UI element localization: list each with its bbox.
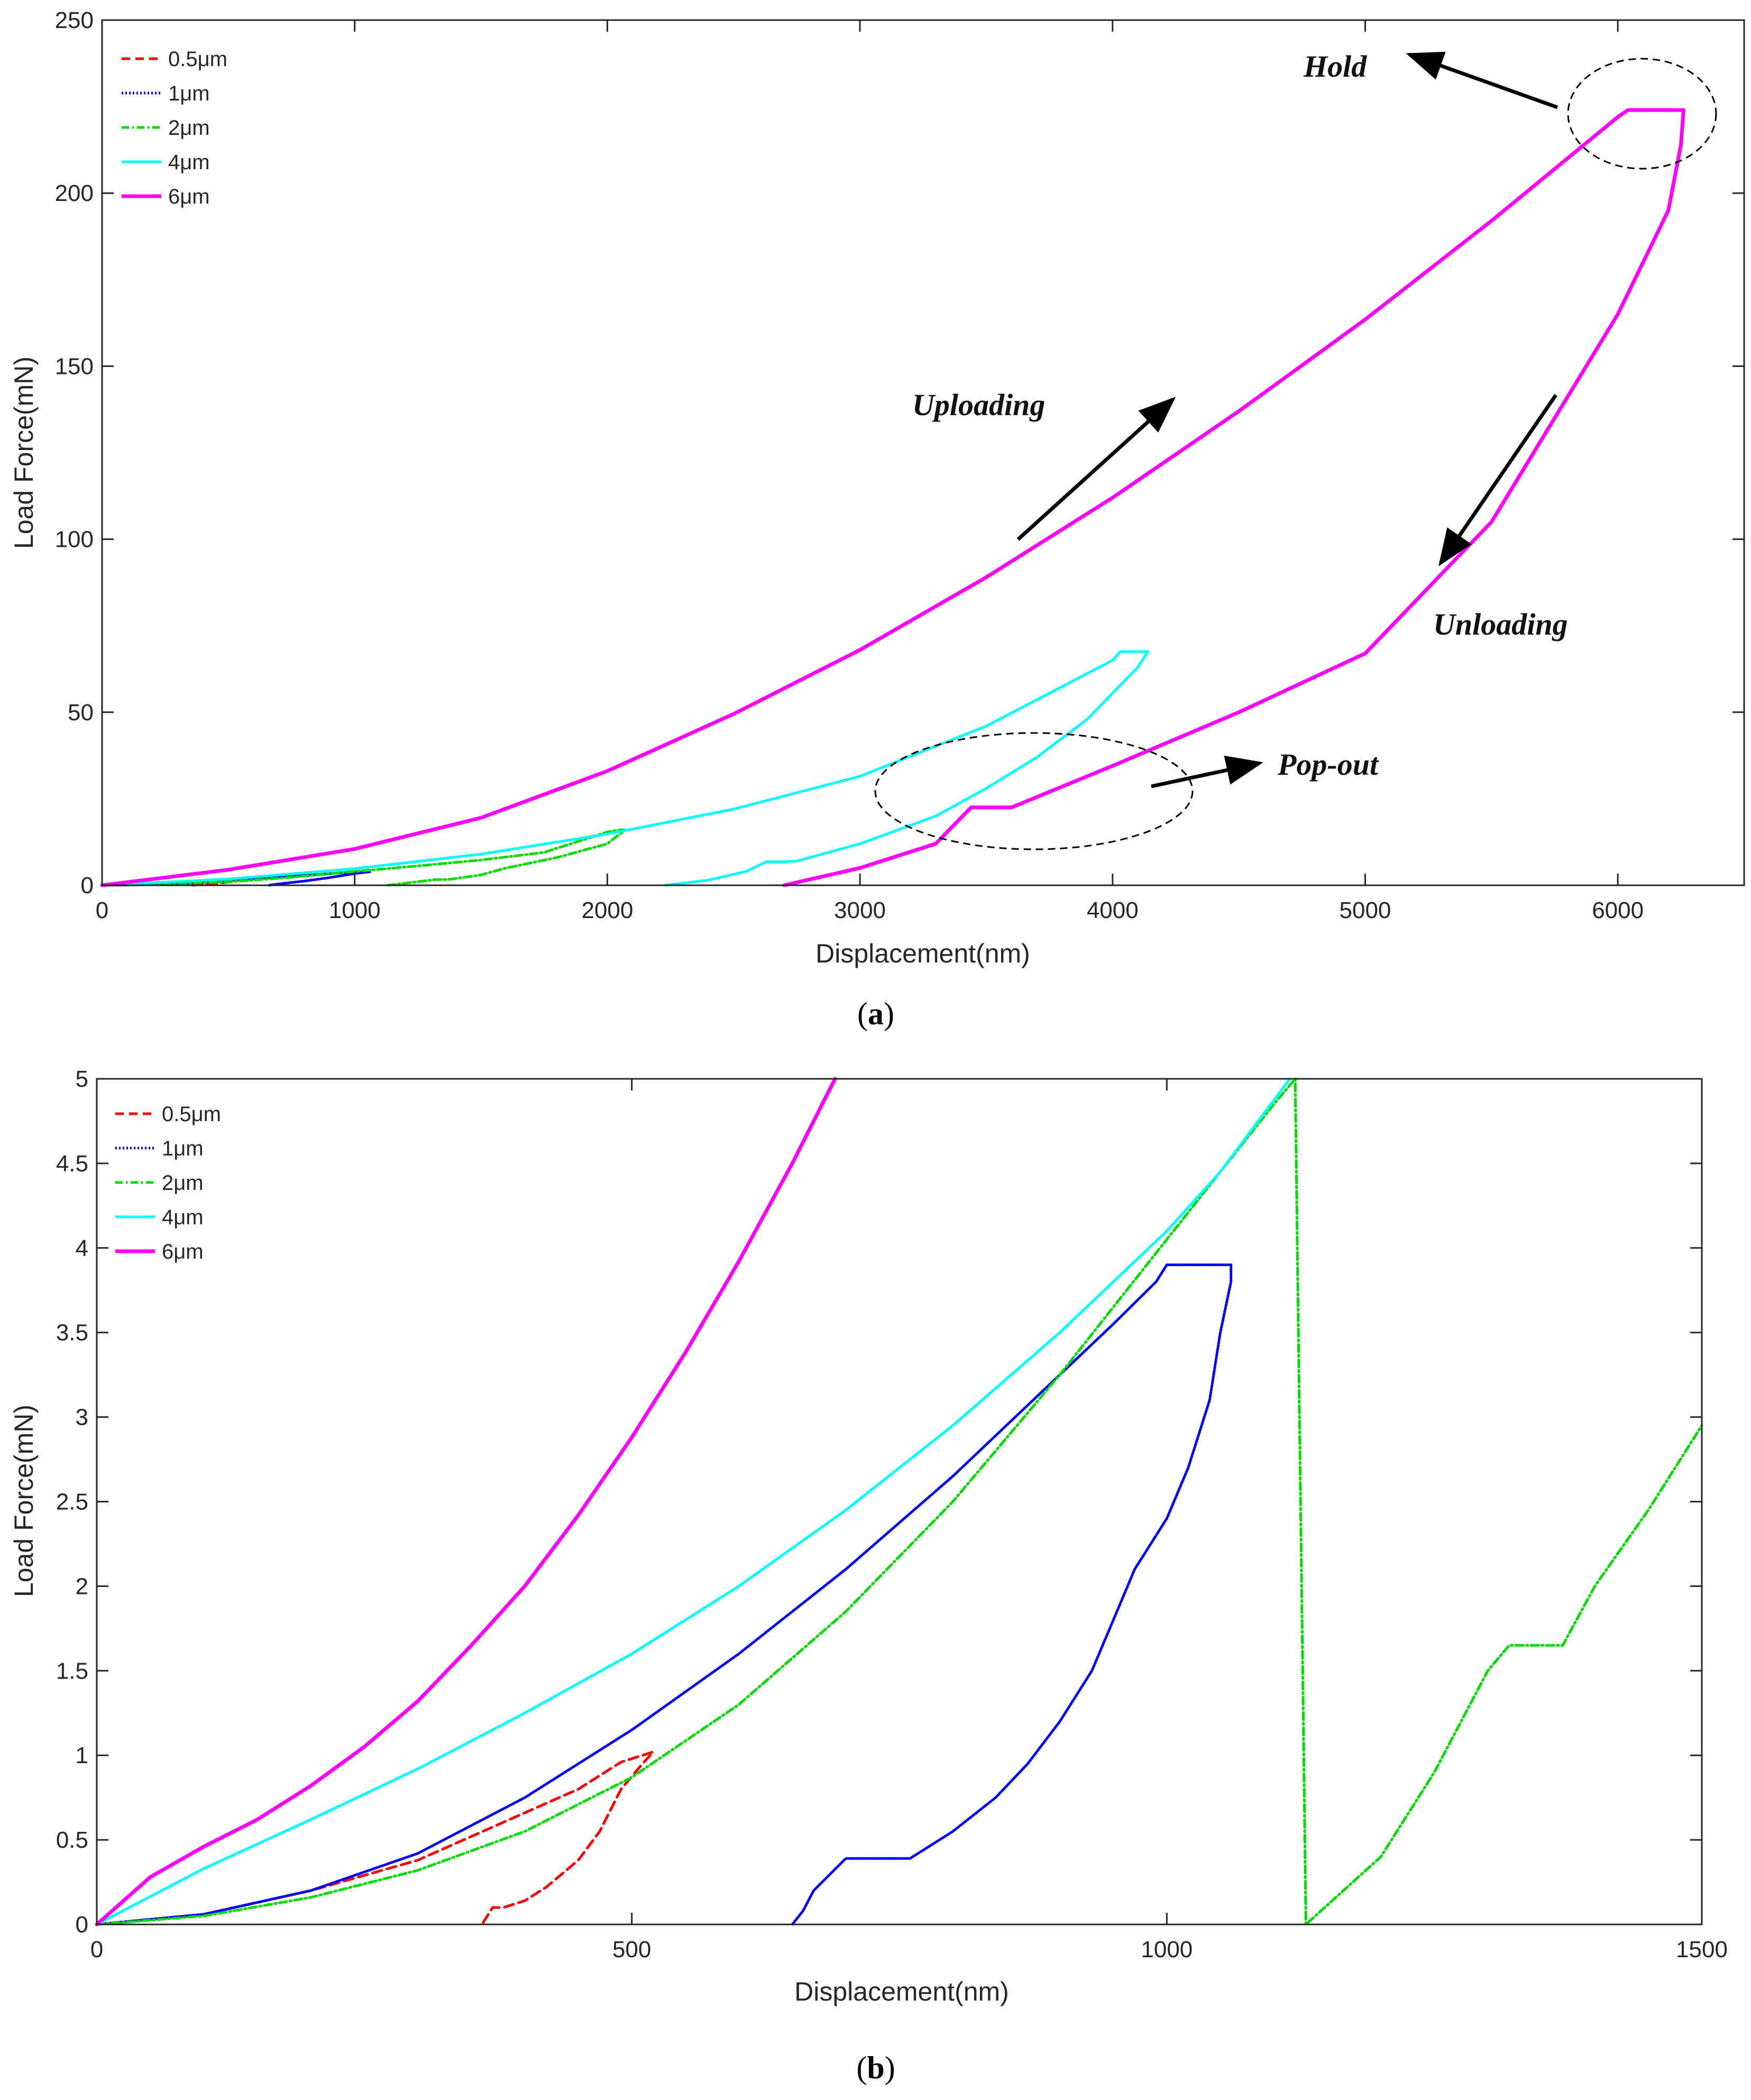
panel-b-caption-letter: b (867, 2050, 884, 2085)
panel-a-caption: (a) (857, 996, 894, 1031)
uploading-arrow (1016, 397, 1176, 541)
panel-b-ytick-label-3: 1.5 (56, 1658, 88, 1684)
panel-b-series-2-line (95, 1077, 1703, 1926)
panel-b-plot-frame (96, 1078, 1703, 1925)
panel-a-ytick-label-4: 200 (55, 180, 94, 206)
unloading-label: Unloading (1433, 607, 1568, 641)
panel-b-chart: 0 500 1000 1500 0 0.5 1 1.5 2 2.5 3 3.5 4 4.5 5 Displa… (9, 1066, 1728, 2085)
panel-b-ticks: 0 500 1000 1500 0 0.5 1 1.5 2 2.5 3 3.5 4 4.5 5 (56, 1066, 1728, 1963)
panel-a-ytick-label-1: 50 (68, 700, 94, 726)
popout-arrow (1151, 755, 1263, 788)
panel-a-ytick-label-0: 0 (81, 873, 94, 898)
panel-a-ytick-label-2: 100 (55, 527, 94, 553)
panel-a-legend: 0.5μm 1μm 2μm 4μm 6μm (122, 48, 227, 208)
panel-b-series-3-line (95, 1077, 1291, 1926)
panel-a-chart: 0 1000 2000 3000 4000 5000 6000 0 50 100 150 200 250… (9, 7, 1745, 1031)
panel-a-annotations: Hold Uploading Unloading Pop-out (874, 49, 1717, 850)
panel-b-xlabel: Displacement(nm) (794, 1977, 1009, 2006)
panel-a-xtick-label-5: 5000 (1340, 897, 1391, 923)
panel-b-ytick-label-9: 4.5 (56, 1151, 88, 1177)
legend-b-label-4: 6μm (162, 1240, 204, 1263)
panel-a-series-4-line (100, 108, 1685, 887)
panel-a-xtick-label-6: 6000 (1592, 897, 1644, 923)
panel-a-curves (100, 108, 1685, 887)
panel-a-ylabel: Load Force(mN) (9, 356, 39, 549)
panel-b-ytick-label-4: 2 (76, 1573, 88, 1599)
legend-b-label-3: 4μm (162, 1206, 204, 1229)
panel-b-xtick-label-3: 1500 (1676, 1937, 1728, 1963)
popout-label: Pop-out (1277, 747, 1379, 782)
panel-b-series-1-line (95, 1263, 1233, 1926)
panel-b-ytick-label-2: 1 (76, 1743, 88, 1768)
panel-a-ytick-label-5: 250 (55, 7, 94, 33)
panel-b-caption: (b) (856, 2050, 895, 2085)
hold-ellipse (1567, 58, 1717, 170)
panel-a-xlabel: Displacement(nm) (815, 939, 1030, 968)
panel-a-xtick-label-4: 4000 (1087, 897, 1139, 923)
panel-b-ytick-label-1: 0.5 (56, 1827, 88, 1853)
panel-a-xtick-label-2: 2000 (581, 897, 633, 923)
panel-a-series-2-line (100, 828, 627, 887)
uploading-label: Uploading (912, 388, 1045, 422)
panel-b-ylabel: Load Force(mN) (9, 1405, 39, 1597)
panel-b-ytick-label-7: 3.5 (56, 1320, 88, 1346)
panel-b-curves (95, 1077, 1703, 1927)
popout-ellipse (874, 732, 1194, 850)
panel-a-xtick-label-0: 0 (96, 897, 108, 923)
hold-arrow (1406, 51, 1559, 109)
panel-b-ytick-label-8: 4 (76, 1235, 88, 1261)
legend-a-label-4: 6μm (168, 185, 210, 208)
legend-b-label-1: 1μm (162, 1137, 204, 1160)
panel-b-ytick-label-6: 3 (76, 1405, 88, 1430)
panel-a-plot-frame (101, 19, 1745, 886)
legend-a-label-3: 4μm (168, 151, 210, 174)
panel-a-ticks: 0 1000 2000 3000 4000 5000 6000 0 50 100 150 200 250 (55, 7, 1744, 923)
legend-b-label-2: 2μm (162, 1171, 204, 1195)
legend-b-label-0: 0.5μm (162, 1103, 221, 1126)
panel-a-ytick-label-3: 150 (55, 353, 94, 379)
panel-b-xtick-label-2: 1000 (1141, 1937, 1193, 1963)
panel-b-ytick-label-10: 5 (76, 1066, 88, 1092)
unloading-arrow (1438, 394, 1557, 566)
hold-label: Hold (1303, 49, 1367, 84)
panel-a-series-3-line (100, 650, 1150, 887)
legend-a-label-1: 1μm (168, 82, 210, 105)
panel-b-ytick-label-0: 0 (76, 1912, 88, 1938)
panel-b-legend: 0.5μm 1μm 2μm 4μm 6μm (115, 1103, 221, 1263)
panel-b-series-0-line (95, 1750, 655, 1926)
legend-a-label-0: 0.5μm (168, 48, 227, 71)
panel-b-series-4-line (95, 1077, 837, 1927)
panel-a-xtick-label-1: 1000 (329, 897, 381, 923)
panel-a-xtick-label-3: 3000 (834, 897, 886, 923)
panel-b-xtick-label-1: 500 (612, 1937, 651, 1963)
panel-b-xtick-label-0: 0 (90, 1937, 103, 1963)
legend-a-label-2: 2μm (168, 116, 210, 140)
panel-a-caption-letter: a (868, 996, 884, 1031)
panel-b-ytick-label-5: 2.5 (56, 1489, 88, 1515)
